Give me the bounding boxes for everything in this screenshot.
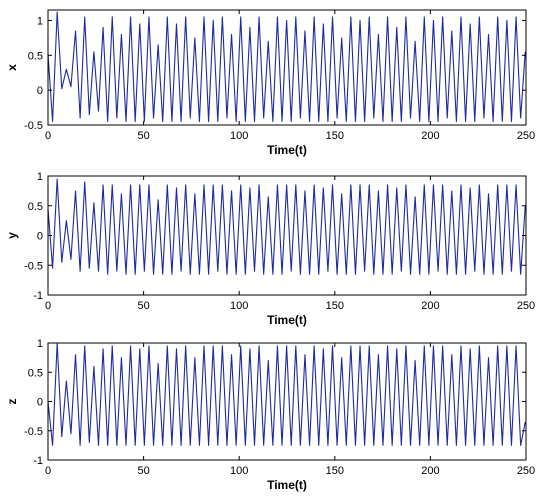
y-tick-label: 0 [37, 397, 43, 409]
y-tick-label: 0 [37, 85, 43, 97]
x-tick-label: 150 [326, 300, 344, 312]
x-tick-label: 0 [45, 465, 51, 477]
chart-panel-z: 0 50 100 150 200 250 -1 -0.5 0 0.5 1 Time(t) z [5, 338, 535, 492]
x-axis-title: Time(t) [267, 313, 307, 327]
x-tick-label: 50 [137, 465, 149, 477]
x-tick-label: 100 [230, 130, 248, 142]
y-tick-label: 1 [37, 171, 43, 183]
y-tick-label: -0.5 [24, 426, 43, 438]
x-tick-label: 200 [421, 130, 439, 142]
x-tick-label: 250 [517, 300, 535, 312]
y-axis-title: x [5, 64, 19, 71]
y-axis-title: z [5, 399, 19, 405]
x-tick-label: 250 [517, 130, 535, 142]
x-tick-label: 200 [421, 465, 439, 477]
y-tick-label: -0.5 [24, 260, 43, 272]
x-tick-label: 0 [45, 300, 51, 312]
y-tick-label: 1 [37, 338, 43, 350]
y-axis-title: y [5, 232, 19, 239]
y-tick-label: 1 [37, 15, 43, 27]
x-tick-label: 150 [326, 130, 344, 142]
series-line-y [47, 178, 526, 275]
y-tick-label: 0.5 [28, 50, 43, 62]
x-axis-title: Time(t) [267, 478, 307, 492]
x-tick-label: 250 [517, 465, 535, 477]
axes-box-x [47, 9, 527, 126]
y-tick-label: -1 [33, 290, 43, 302]
x-tick-label: 150 [326, 465, 344, 477]
chart-panel-y: 0 50 100 150 200 250 -1 -0.5 0 0.5 1 Time(t) y [5, 171, 535, 327]
y-tick-label: 0.5 [28, 367, 43, 379]
x-tick-label: 100 [230, 465, 248, 477]
x-tick-label: 50 [137, 300, 149, 312]
x-tick-label: 0 [45, 130, 51, 142]
x-axis-title: Time(t) [267, 143, 307, 157]
y-tick-label: -0.5 [24, 120, 43, 132]
series-line-x [47, 11, 526, 123]
x-tick-label: 100 [230, 300, 248, 312]
x-tick-label: 50 [137, 130, 149, 142]
y-tick-label: 0.5 [28, 201, 43, 213]
series-line-z [47, 342, 526, 446]
x-tick-label: 200 [421, 300, 439, 312]
y-tick-label: -1 [33, 455, 43, 467]
y-tick-label: 0 [37, 231, 43, 243]
